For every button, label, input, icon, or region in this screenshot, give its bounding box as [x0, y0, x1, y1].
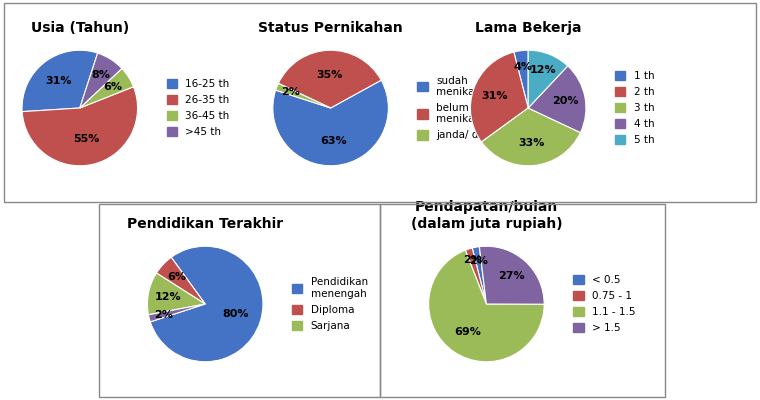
Wedge shape [429, 250, 544, 362]
Text: 4%: 4% [514, 62, 533, 72]
Legend: Pendidikan
menengah, Diploma, Sarjana: Pendidikan menengah, Diploma, Sarjana [290, 275, 370, 333]
Wedge shape [472, 247, 486, 304]
Text: 2%: 2% [469, 256, 488, 266]
Wedge shape [80, 68, 134, 108]
Text: 12%: 12% [530, 66, 556, 76]
Wedge shape [482, 108, 581, 166]
Wedge shape [147, 273, 205, 315]
Wedge shape [528, 50, 568, 108]
Wedge shape [22, 50, 97, 112]
Wedge shape [465, 248, 486, 304]
Text: 69%: 69% [454, 327, 481, 337]
Wedge shape [480, 246, 544, 304]
Text: 2%: 2% [463, 255, 482, 265]
Text: 2%: 2% [154, 310, 173, 320]
Legend: < 0.5, 0.75 - 1, 1.1 - 1.5, > 1.5: < 0.5, 0.75 - 1, 1.1 - 1.5, > 1.5 [571, 273, 638, 335]
Text: 63%: 63% [321, 136, 347, 146]
Text: 8%: 8% [91, 70, 110, 80]
Text: 6%: 6% [167, 272, 186, 282]
Legend: sudah
menikah, belum
menikah, janda/ duda: sudah menikah, belum menikah, janda/ dud… [415, 74, 500, 142]
Title: Lama Bekerja: Lama Bekerja [475, 21, 581, 35]
Text: 55%: 55% [74, 134, 100, 144]
Wedge shape [157, 257, 205, 304]
Wedge shape [80, 53, 122, 108]
Title: Usia (Tahun): Usia (Tahun) [30, 21, 129, 35]
Text: 6%: 6% [103, 82, 122, 92]
Wedge shape [150, 246, 263, 362]
Title: Pendidikan Terakhir: Pendidikan Terakhir [127, 217, 283, 231]
Wedge shape [528, 66, 586, 132]
Wedge shape [276, 84, 331, 108]
Wedge shape [22, 87, 138, 166]
Text: 33%: 33% [518, 138, 545, 148]
Text: 35%: 35% [316, 70, 343, 80]
Wedge shape [470, 52, 528, 142]
Title: Status Pernikahan: Status Pernikahan [258, 21, 403, 35]
Text: 31%: 31% [481, 91, 508, 101]
Text: 2%: 2% [281, 87, 299, 97]
Legend: 16-25 th, 26-35 th, 36-45 th, >45 th: 16-25 th, 26-35 th, 36-45 th, >45 th [164, 77, 232, 139]
Text: 12%: 12% [155, 292, 182, 302]
Text: 80%: 80% [222, 309, 249, 319]
Wedge shape [278, 50, 382, 108]
Text: 27%: 27% [498, 271, 524, 281]
Text: 31%: 31% [46, 76, 71, 86]
Wedge shape [148, 304, 205, 322]
Wedge shape [273, 80, 388, 166]
Legend: 1 th, 2 th, 3 th, 4 th, 5 th: 1 th, 2 th, 3 th, 4 th, 5 th [613, 69, 657, 147]
Text: 20%: 20% [552, 96, 578, 106]
Title: Pendapatan/bulan
(dalam juta rupiah): Pendapatan/bulan (dalam juta rupiah) [410, 200, 562, 231]
Wedge shape [514, 50, 528, 108]
